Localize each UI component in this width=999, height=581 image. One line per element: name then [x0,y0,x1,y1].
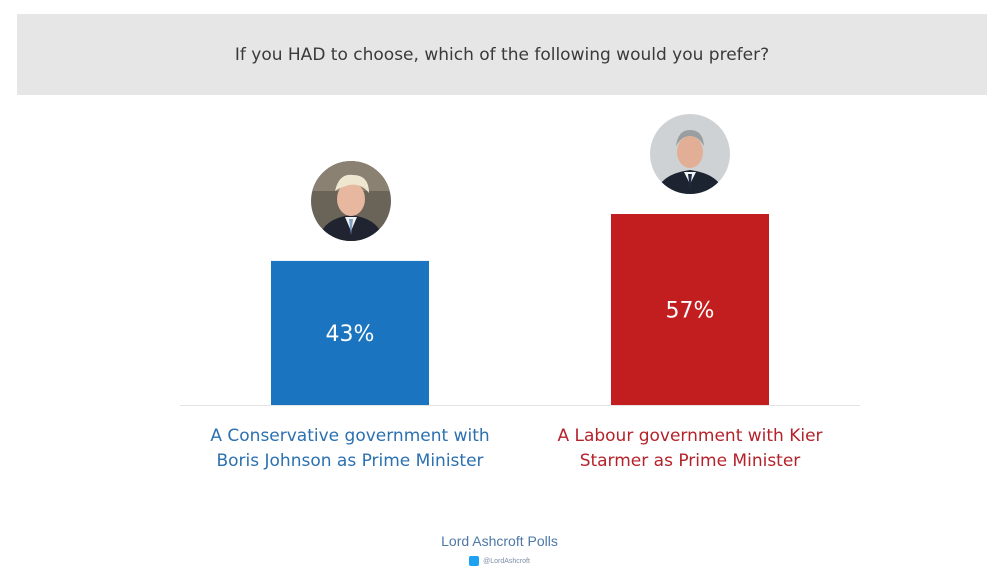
starmer-portrait-avatar [650,114,730,194]
category-label-labour: A Labour government with Kier Starmer as… [530,424,850,474]
category-label-line: Boris Johnson as Prime Minister [216,451,484,471]
category-label-line: A Conservative government with [210,426,490,446]
category-label-line: Starmer as Prime Minister [579,451,801,471]
chart-title: If you HAD to choose, which of the follo… [234,44,770,65]
category-label-line: A Labour government with Kier [557,426,823,446]
bar-value-label: 57% [666,299,715,324]
bar-value-label: 43% [326,322,375,347]
footer-handle-row: @LordAshcroft [0,556,999,566]
footer-handle: @LordAshcroft [483,557,530,565]
category-label-conservative: A Conservative government with Boris Joh… [190,424,510,474]
johnson-portrait-avatar [311,161,391,241]
title-bar: If you HAD to choose, which of the follo… [17,14,987,95]
twitter-icon [469,556,480,566]
bar [611,214,769,405]
footer-brand: Lord Ashcroft Polls [441,533,558,549]
bar [271,260,429,405]
